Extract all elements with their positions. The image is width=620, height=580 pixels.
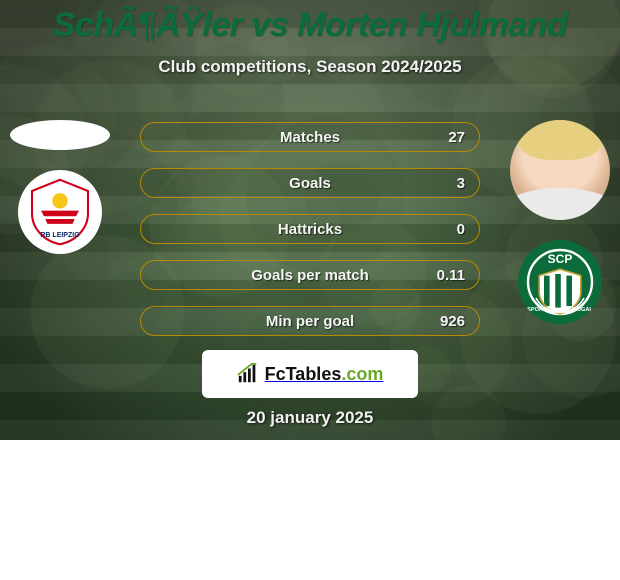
stat-label: Hattricks [278,221,342,238]
brand-suffix: .com [341,364,383,384]
fctables-link[interactable]: FcTables.com [202,350,418,398]
brand-text: FcTables [265,364,342,384]
stat-value-right: 926 [440,313,465,330]
player-right-club-badge: SCP SPORTING • PORTUGAL [518,240,602,324]
stat-row: Goals 3 [140,168,480,198]
player-left-column: RB LEIPZIG [10,120,110,254]
svg-text:RB LEIPZIG: RB LEIPZIG [40,232,80,239]
subtitle: Club competitions, Season 2024/2025 [0,57,620,77]
stat-row: Hattricks 0 [140,214,480,244]
comparison-widget: SchÃ¶ÃŸler vs Morten Hjulmand Club compe… [0,0,620,440]
stat-value-right: 0.11 [437,267,465,284]
rb-leipzig-crest-icon: RB LEIPZIG [25,177,95,247]
player-right-column: SCP SPORTING • PORTUGAL [510,120,610,324]
fctables-logo: FcTables.com [237,363,384,385]
stat-value-right: 0 [457,221,465,238]
stat-label: Min per goal [266,313,354,330]
stat-label: Matches [280,129,340,146]
player-left-avatar-placeholder [10,120,110,150]
page-title: SchÃ¶ÃŸler vs Morten Hjulmand [0,0,620,45]
bar-chart-icon [237,363,259,385]
stat-row: Goals per match 0.11 [140,260,480,290]
player-left-club-badge: RB LEIPZIG [18,170,102,254]
sporting-crest-icon: SCP SPORTING • PORTUGAL [520,242,600,322]
stat-row: Min per goal 926 [140,306,480,336]
stat-rows: Matches 27 Goals 3 Hattricks 0 Goals per… [140,122,480,352]
stat-value-right: 27 [448,129,465,146]
stat-label: Goals [289,175,331,192]
stat-row: Matches 27 [140,122,480,152]
svg-text:SPORTING • PORTUGAL: SPORTING • PORTUGAL [527,307,593,313]
player-right-avatar [510,120,610,220]
svg-text:SCP: SCP [548,252,573,266]
stat-value-right: 3 [457,175,465,192]
stat-label: Goals per match [251,267,369,284]
date-text: 20 january 2025 [0,408,620,428]
